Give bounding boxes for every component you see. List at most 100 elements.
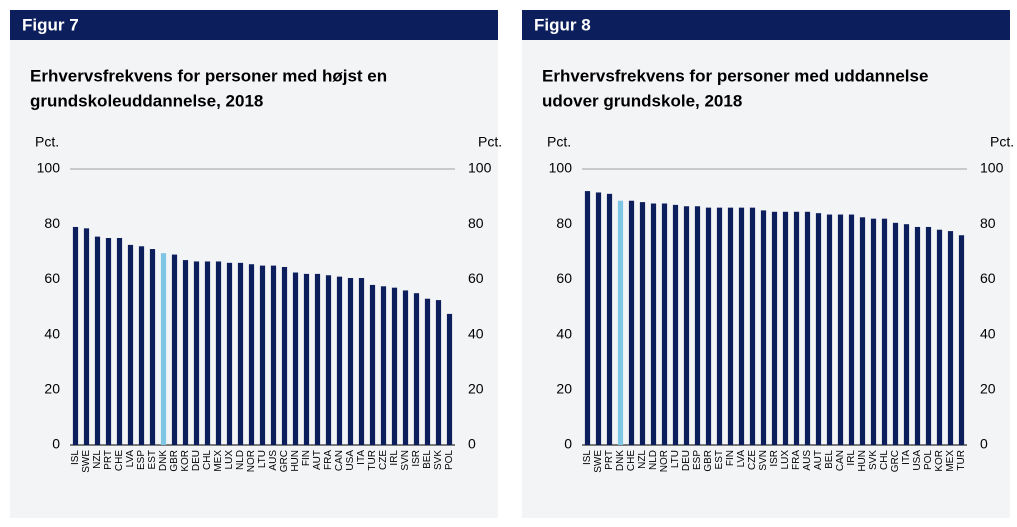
bar	[402, 290, 409, 445]
bar	[804, 211, 811, 445]
y2-tick-label: 0	[980, 436, 988, 452]
y-axis-label: Pct.	[547, 134, 571, 150]
bar	[204, 261, 211, 445]
bar	[639, 202, 646, 445]
x-tick-label: ISR	[411, 450, 422, 467]
x-tick-label: ISL	[70, 450, 81, 465]
x-tick-label: FRA	[323, 450, 334, 470]
y2-axis-label: Pct.	[990, 134, 1014, 150]
x-tick-label: NLD	[235, 450, 246, 470]
x-tick-label: NZL	[637, 450, 648, 469]
y-tick-label: 100	[549, 160, 573, 176]
bar	[738, 207, 745, 445]
bar	[914, 226, 921, 445]
x-tick-label: FIN	[301, 450, 312, 466]
bar	[782, 211, 789, 445]
y2-tick-label: 20	[468, 381, 484, 397]
bar	[606, 193, 613, 445]
x-tick-label: AUT	[813, 450, 824, 470]
y-tick-label: 40	[556, 325, 572, 341]
chart-title: grundskoleuddannelse, 2018	[30, 91, 263, 110]
y2-tick-label: 80	[980, 215, 996, 231]
bar	[281, 266, 288, 445]
bar	[336, 276, 343, 445]
chart-title: Erhvervsfrekvens for personer med uddann…	[542, 66, 928, 85]
bar	[815, 213, 822, 445]
bar	[270, 265, 277, 445]
bar	[760, 210, 767, 445]
bar	[358, 278, 365, 445]
x-tick-label: LVA	[736, 450, 747, 468]
bar	[83, 228, 90, 445]
bar	[127, 244, 134, 445]
y2-tick-label: 20	[980, 381, 996, 397]
x-tick-label: ISR	[769, 450, 780, 467]
x-tick-label: CHE	[114, 450, 125, 471]
bar	[628, 200, 635, 445]
bar	[848, 214, 855, 445]
x-tick-label: TUR	[956, 450, 967, 471]
bar	[672, 204, 679, 445]
bar	[826, 214, 833, 445]
x-tick-label: KOR	[180, 450, 191, 472]
x-tick-label: EST	[714, 450, 725, 469]
y-axis-label: Pct.	[35, 134, 59, 150]
x-tick-label: CHL	[879, 450, 890, 470]
x-tick-label: USA	[345, 450, 356, 471]
x-tick-label: DNK	[615, 450, 626, 471]
y-tick-label: 0	[52, 436, 60, 452]
x-tick-label: SVN	[400, 450, 411, 471]
y2-tick-label: 100	[468, 160, 492, 176]
x-tick-label: IRL	[846, 450, 857, 466]
x-tick-label: ITA	[901, 450, 912, 465]
y-tick-label: 60	[44, 270, 60, 286]
bar	[160, 253, 167, 445]
bar	[248, 264, 255, 445]
bar	[226, 262, 233, 445]
x-tick-label: CZE	[378, 450, 389, 470]
x-tick-label: ESP	[692, 450, 703, 470]
bar	[793, 211, 800, 445]
bar	[595, 192, 602, 445]
x-tick-label: ESP	[136, 450, 147, 470]
figure-label: Figur 7	[22, 15, 79, 34]
x-tick-label: SVN	[758, 450, 769, 471]
x-tick-label: NOR	[246, 450, 257, 472]
bar	[193, 261, 200, 445]
x-tick-label: LVA	[125, 450, 136, 468]
bar	[138, 246, 145, 445]
bar	[259, 265, 266, 445]
bar	[870, 218, 877, 445]
x-tick-label: LUX	[780, 450, 791, 470]
bar	[72, 226, 79, 445]
bar	[171, 254, 178, 445]
bar	[369, 284, 376, 445]
x-tick-label: HUN	[857, 450, 868, 472]
x-tick-label: DEU	[681, 450, 692, 471]
x-tick-label: TUR	[367, 450, 378, 471]
bar	[705, 207, 712, 445]
bar	[391, 287, 398, 445]
bar	[446, 313, 453, 445]
bar	[892, 222, 899, 445]
y-tick-label: 0	[564, 436, 572, 452]
x-tick-label: LUX	[224, 450, 235, 470]
y2-axis-label: Pct.	[478, 134, 502, 150]
bar	[650, 203, 657, 445]
x-tick-label: AUS	[802, 450, 813, 471]
x-tick-label: CZE	[747, 450, 758, 470]
y-tick-label: 100	[37, 160, 61, 176]
bar	[683, 206, 690, 445]
bar	[94, 236, 101, 445]
bar	[749, 207, 756, 445]
x-tick-label: ISL	[582, 450, 593, 465]
bar	[903, 224, 910, 445]
x-tick-label: AUT	[312, 450, 323, 470]
panel-header	[10, 10, 498, 40]
bar	[584, 191, 591, 445]
bar	[661, 203, 668, 445]
bar	[694, 206, 701, 445]
x-tick-label: NZL	[92, 450, 103, 469]
x-tick-label: SWE	[593, 450, 604, 473]
